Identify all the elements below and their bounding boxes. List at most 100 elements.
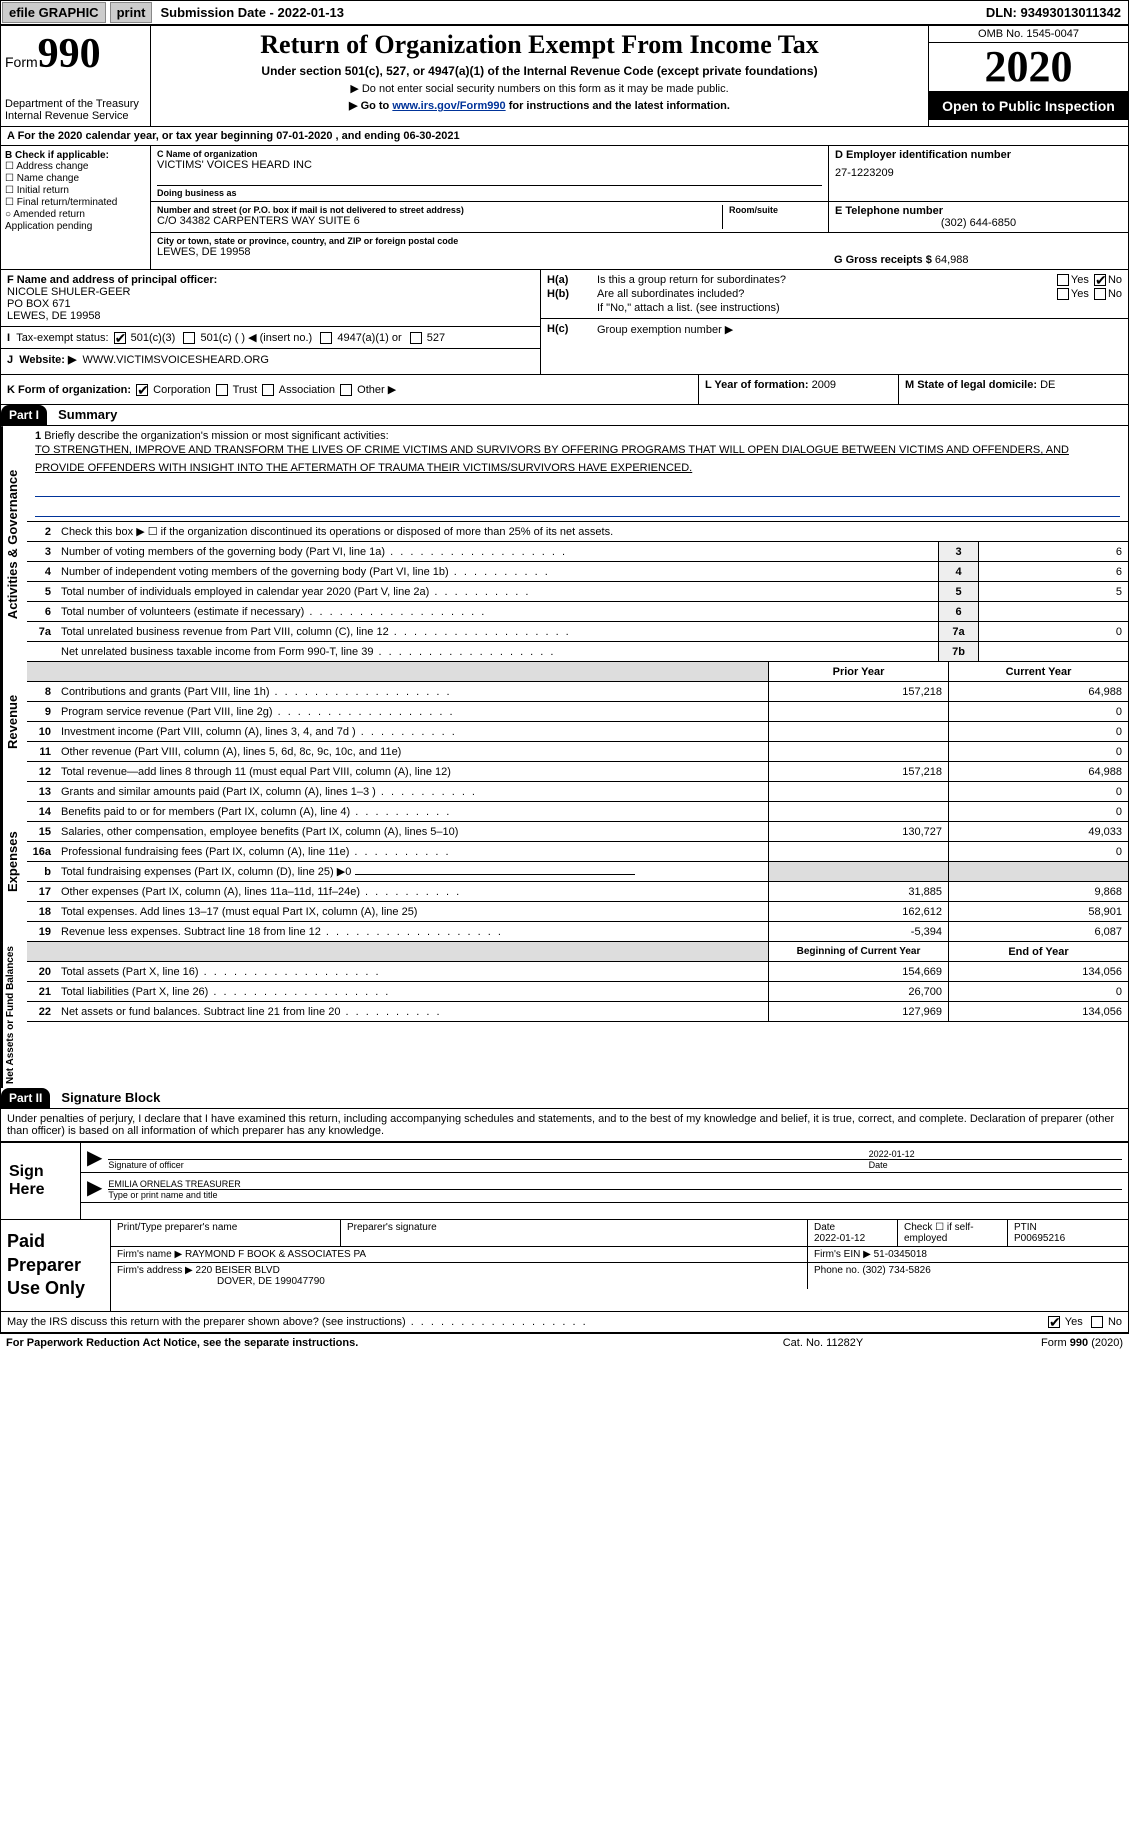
- line-12-curr: 64,988: [948, 762, 1128, 781]
- form-page-label: Form 990 (2020): [923, 1337, 1123, 1349]
- arrow-icon: ▶: [87, 1145, 102, 1170]
- sig-date-label: Date: [869, 1160, 888, 1170]
- dept-label: Department of the Treasury Internal Reve…: [5, 98, 146, 122]
- line-13-curr: 0: [948, 782, 1128, 801]
- line-15: Salaries, other compensation, employee b…: [57, 824, 768, 840]
- firm-name: RAYMOND F BOOK & ASSOCIATES PA: [185, 1249, 366, 1260]
- website-note: ▶ Go to www.irs.gov/Form990 for instruct…: [159, 99, 920, 112]
- line-21: Total liabilities (Part X, line 26): [57, 984, 768, 1000]
- efile-btn[interactable]: efile GRAPHIC: [2, 2, 106, 23]
- ck-501c3[interactable]: [114, 332, 126, 344]
- print-btn[interactable]: print: [110, 2, 153, 23]
- line-17-curr: 9,868: [948, 882, 1128, 901]
- gross-receipts-cell: G Gross receipts $ 64,988: [828, 233, 1128, 269]
- line-17-prior: 31,885: [768, 882, 948, 901]
- sign-here-block: Sign Here ▶ Signature of officer 2022-01…: [1, 1141, 1128, 1219]
- line-22-curr: 134,056: [948, 1002, 1128, 1021]
- row-k-l-m: K Form of organization: Corporation Trus…: [1, 375, 1128, 405]
- sign-here-label: Sign Here: [1, 1143, 81, 1219]
- addr-cell: Number and street (or P.O. box if mail i…: [151, 202, 828, 232]
- ck-hb-no[interactable]: [1094, 288, 1106, 300]
- form-990: Form990 Department of the Treasury Inter…: [0, 25, 1129, 1333]
- city-value: LEWES, DE 19958: [157, 246, 822, 258]
- line-22-prior: 127,969: [768, 1002, 948, 1021]
- line-8-prior: 157,218: [768, 682, 948, 701]
- firm-ein: 51-0345018: [874, 1249, 927, 1260]
- form-word: Form: [5, 54, 38, 70]
- side-activities-governance: Activities & Governance: [1, 426, 27, 662]
- officer-addr2: LEWES, DE 19958: [7, 310, 101, 322]
- line-18: Total expenses. Add lines 13–17 (must eq…: [57, 904, 768, 920]
- line-7a-val: 0: [978, 622, 1128, 641]
- prep-print-label: Print/Type preparer's name: [111, 1220, 341, 1246]
- officer-addr1: PO BOX 671: [7, 298, 71, 310]
- firm-address: 220 BEISER BLVD: [196, 1265, 280, 1276]
- col-h: H(a) Is this a group return for subordin…: [541, 270, 1128, 374]
- ck-ha-yes[interactable]: [1057, 274, 1069, 286]
- inspection-label: Open to Public Inspection: [929, 92, 1128, 120]
- line-3: Number of voting members of the governin…: [57, 544, 938, 560]
- prep-date: 2022-01-12: [814, 1233, 865, 1244]
- line-18-curr: 58,901: [948, 902, 1128, 921]
- ck-527[interactable]: [410, 332, 422, 344]
- firm-phone: (302) 734-5826: [862, 1265, 930, 1276]
- line-20-curr: 134,056: [948, 962, 1128, 981]
- ck-501c[interactable]: [183, 332, 195, 344]
- ck-corp[interactable]: [136, 384, 148, 396]
- line-9-curr: 0: [948, 702, 1128, 721]
- omb-number: OMB No. 1545-0047: [929, 26, 1128, 43]
- ck-trust[interactable]: [216, 384, 228, 396]
- prep-sig-label: Preparer's signature: [341, 1220, 808, 1246]
- irs-link[interactable]: www.irs.gov/Form990: [392, 100, 505, 112]
- year-formation: 2009: [812, 379, 836, 391]
- ck-hb-yes[interactable]: [1057, 288, 1069, 300]
- line-15-curr: 49,033: [948, 822, 1128, 841]
- side-expenses: Expenses: [1, 782, 27, 942]
- line-4-val: 6: [978, 562, 1128, 581]
- ck-name-change[interactable]: ☐ Name change: [5, 173, 146, 184]
- line-21-prior: 26,700: [768, 982, 948, 1001]
- line-19: Revenue less expenses. Subtract line 18 …: [57, 924, 768, 940]
- ck-other[interactable]: [340, 384, 352, 396]
- officer-typed-name: EMILIA ORNELAS TREASURER: [108, 1179, 1122, 1189]
- ck-amended[interactable]: ○ Amended return: [5, 209, 146, 220]
- ck-assoc[interactable]: [262, 384, 274, 396]
- hdr-beginning: Beginning of Current Year: [768, 942, 948, 961]
- hb-note: If "No," attach a list. (see instruction…: [547, 302, 1122, 314]
- line-5: Total number of individuals employed in …: [57, 584, 938, 600]
- ck-ha-no[interactable]: [1094, 274, 1106, 286]
- line-6: Total number of volunteers (estimate if …: [57, 604, 938, 620]
- ck-final-return[interactable]: ☐ Final return/terminated: [5, 197, 146, 208]
- line-14-curr: 0: [948, 802, 1128, 821]
- ck-4947[interactable]: [320, 332, 332, 344]
- line-12: Total revenue—add lines 8 through 11 (mu…: [57, 764, 768, 780]
- paperwork-notice: For Paperwork Reduction Act Notice, see …: [6, 1337, 723, 1349]
- line-13: Grants and similar amounts paid (Part IX…: [57, 784, 768, 800]
- paid-preparer-block: Paid Preparer Use Only Print/Type prepar…: [1, 1219, 1128, 1310]
- line-21-curr: 0: [948, 982, 1128, 1001]
- line-16a-curr: 0: [948, 842, 1128, 861]
- side-revenue: Revenue: [1, 662, 27, 782]
- ck-discuss-yes[interactable]: [1048, 1316, 1060, 1328]
- line-3-val: 6: [978, 542, 1128, 561]
- line-7a: Total unrelated business revenue from Pa…: [57, 624, 938, 640]
- ein-value: 27-1223209: [835, 167, 1122, 179]
- line-5-val: 5: [978, 582, 1128, 601]
- form-subtitle: Under section 501(c), 527, or 4947(a)(1)…: [159, 64, 920, 78]
- header-right: OMB No. 1545-0047 2020 Open to Public In…: [928, 26, 1128, 126]
- arrow-icon: ▶: [87, 1175, 102, 1200]
- ck-discuss-no[interactable]: [1091, 1316, 1103, 1328]
- line-6-val: [978, 602, 1128, 621]
- line-9: Program service revenue (Part VIII, line…: [57, 704, 768, 720]
- col-f-officer: F Name and address of principal officer:…: [1, 270, 541, 374]
- ck-initial-return[interactable]: ☐ Initial return: [5, 185, 146, 196]
- sub-date-label: Submission Date - 2022-01-13: [156, 5, 348, 20]
- line-7b-val: [978, 642, 1128, 661]
- ck-app-pending[interactable]: Application pending: [5, 221, 146, 232]
- ck-address-change[interactable]: ☐ Address change: [5, 161, 146, 172]
- website-value: WWW.VICTIMSVOICESHEARD.ORG: [83, 354, 269, 366]
- part2-title: Signature Block: [53, 1090, 160, 1105]
- line-15-prior: 130,727: [768, 822, 948, 841]
- phone-value: (302) 644-6850: [835, 217, 1122, 229]
- dln: DLN: 93493013011342: [986, 5, 1127, 20]
